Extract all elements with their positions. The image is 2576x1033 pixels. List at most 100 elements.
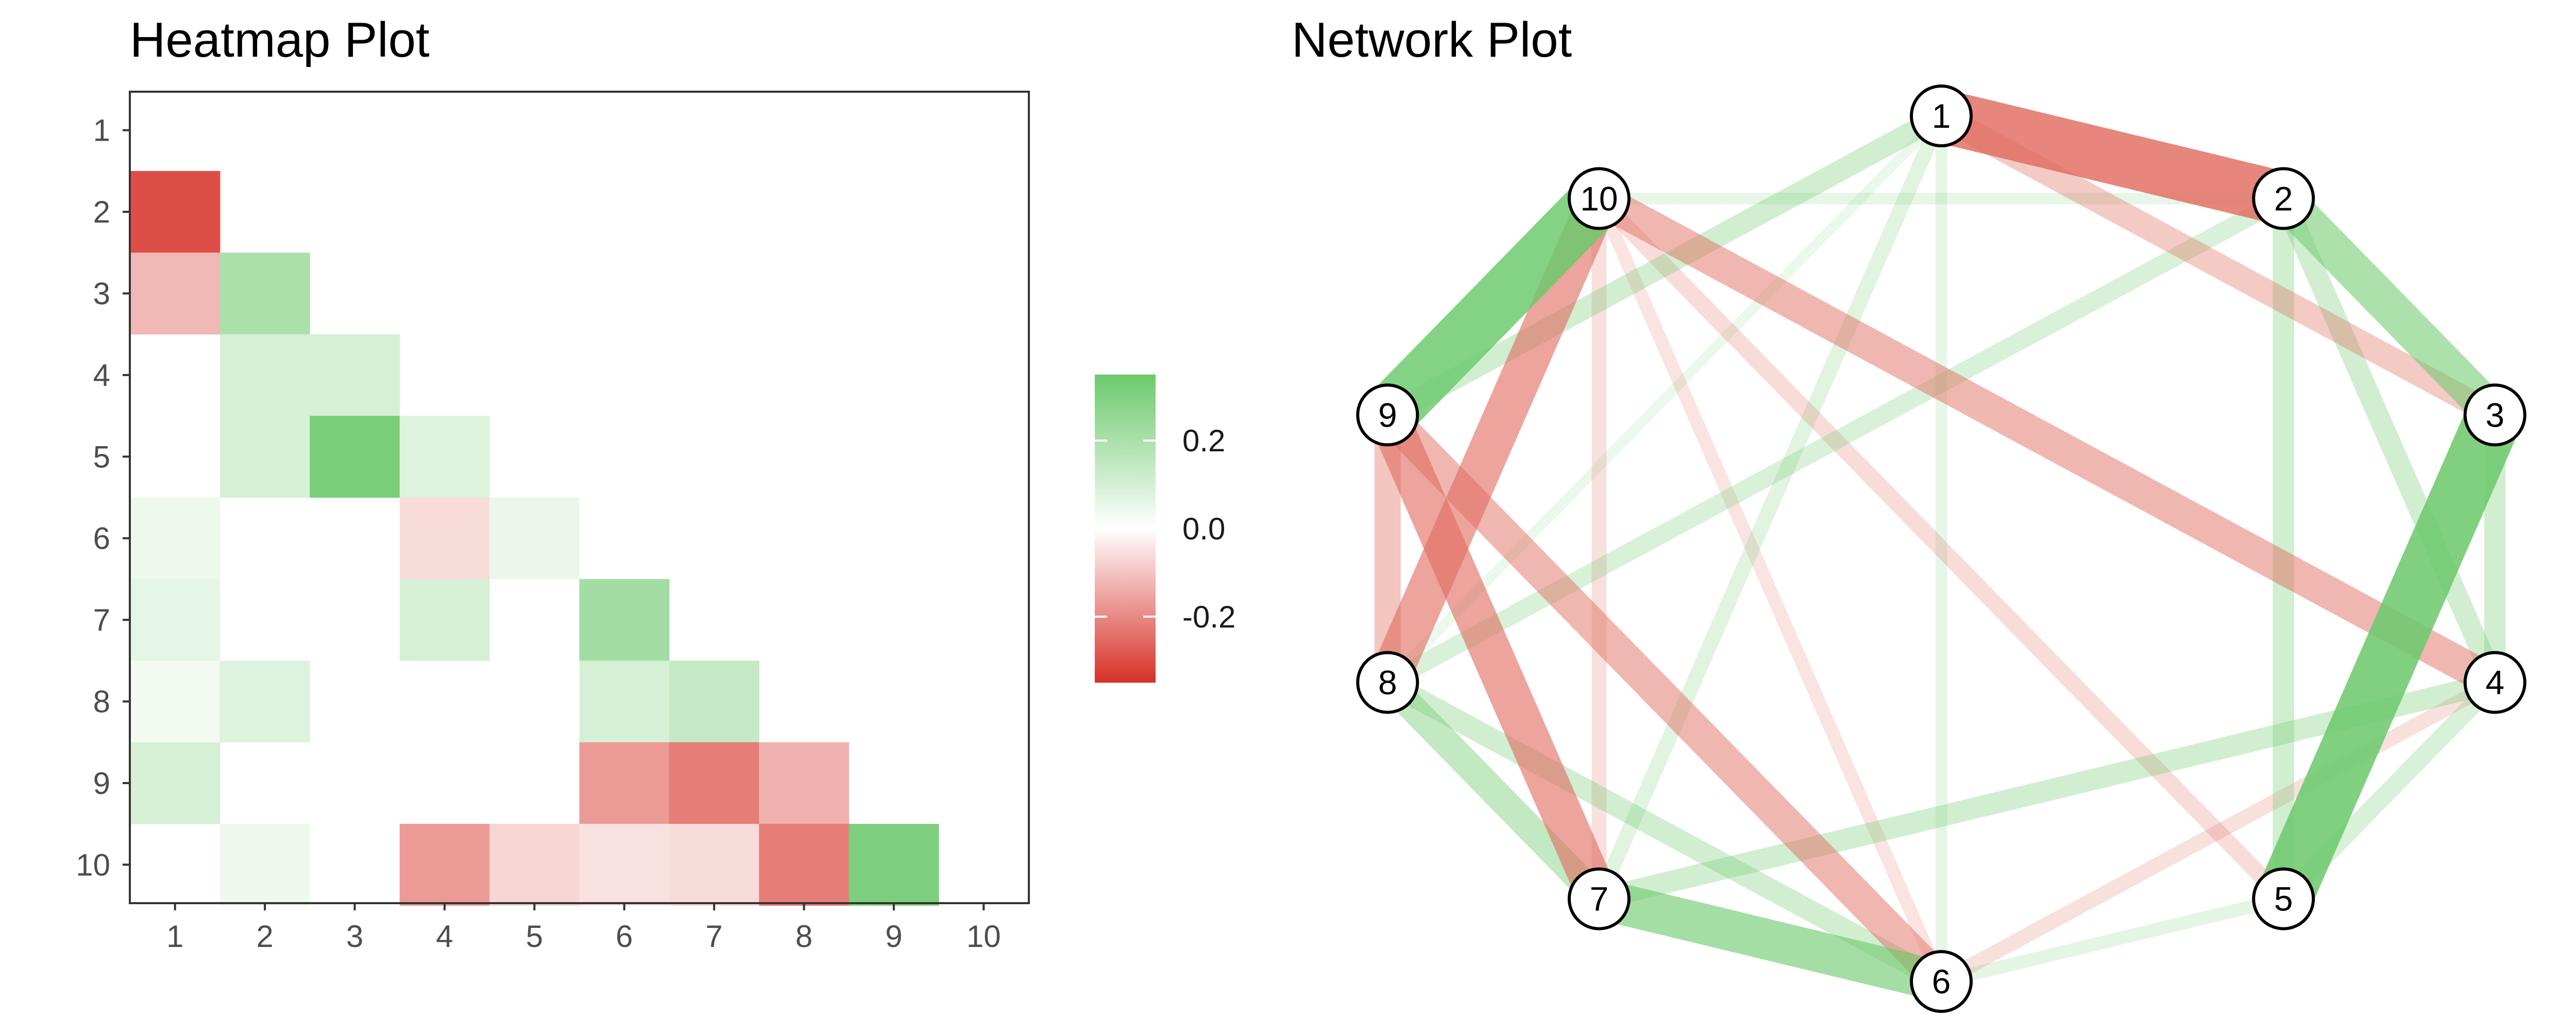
heatmap-cell (130, 497, 221, 580)
heatmap-cell (219, 416, 310, 498)
y-tick-label: 2 (93, 195, 110, 229)
y-tick-label: 7 (93, 603, 110, 637)
network-edge (1939, 892, 2285, 988)
network-edge (1593, 196, 1947, 985)
heatmap-cell (489, 497, 580, 580)
network-node-label: 5 (2274, 880, 2293, 918)
network-node (2252, 867, 2315, 930)
heatmap-cell (489, 824, 580, 906)
x-tick-label: 2 (256, 919, 273, 954)
network-node (1910, 84, 1973, 147)
legend-tick-label: -0.2 (1182, 600, 1235, 634)
heatmap-cell (579, 742, 670, 824)
network-edge (1594, 879, 1946, 1002)
heatmap-y-axis: 1 2 3 4 5 6 7 8 9 10 (76, 113, 130, 882)
heatmap-cell (399, 579, 490, 661)
network-edge (2274, 194, 2505, 687)
network-node (1910, 950, 1973, 1013)
heatmap-cells (130, 171, 939, 906)
heatmap-cell (579, 824, 670, 906)
y-tick-label: 5 (93, 439, 110, 474)
network-node (1356, 651, 1419, 714)
heatmap-cell (310, 334, 400, 416)
x-tick-label: 1 (166, 919, 183, 954)
network-edge (1383, 190, 2288, 691)
network-title: Network Plot (1292, 12, 1572, 67)
heatmap-panel: Heatmap Plot 1 2 3 4 5 6 7 8 9 10 1 2 3 4 5 6 7 8 9 10 (76, 12, 1030, 954)
network-node (2463, 651, 2527, 714)
heatmap-cell (669, 742, 759, 824)
network-node-label: 2 (2274, 179, 2293, 217)
heatmap-title: Heatmap Plot (130, 12, 430, 67)
network-edge (1592, 113, 1948, 902)
x-tick-label: 6 (616, 919, 633, 954)
x-tick-label: 8 (795, 919, 812, 954)
x-tick-label: 3 (346, 919, 363, 954)
legend-ticks: 0.2 0.0 -0.2 (1095, 424, 1235, 634)
network-node-label: 3 (2485, 396, 2504, 434)
network-edge (2270, 185, 2509, 428)
network-node-label: 10 (1580, 179, 1618, 217)
network-node (1567, 867, 1631, 930)
heatmap-legend: 0.2 0.0 -0.2 (1095, 375, 1235, 683)
heatmap-cell (669, 661, 759, 743)
x-tick-label: 9 (885, 919, 902, 954)
heatmap-cell (219, 334, 310, 416)
heatmap-cell (579, 661, 670, 743)
network-nodes: 1 2 3 4 5 6 7 8 9 10 (1356, 84, 2527, 1013)
y-tick-label: 9 (93, 766, 110, 801)
x-tick-label: 4 (436, 919, 453, 954)
heatmap-cell (219, 661, 310, 743)
heatmap-cell (759, 742, 850, 824)
y-tick-label: 4 (93, 358, 110, 393)
network-node (1356, 383, 1419, 447)
heatmap-x-axis: 1 2 3 4 5 6 7 8 9 10 (166, 903, 1001, 954)
heatmap-cell (219, 252, 310, 335)
legend-tick-label: 0.2 (1182, 424, 1225, 458)
network-edge (1369, 190, 1618, 691)
y-tick-label: 10 (76, 848, 110, 882)
x-tick-label: 7 (705, 919, 722, 954)
heatmap-cell (130, 579, 221, 661)
legend-tick-label: 0.0 (1182, 512, 1225, 546)
network-node-label: 4 (2485, 664, 2504, 702)
network-panel: Network Plot 1 2 3 4 5 6 7 8 9 10 (1292, 12, 2527, 1013)
network-edge (1591, 184, 2503, 697)
heatmap-cell (130, 252, 221, 335)
network-edge (1367, 179, 1619, 434)
y-tick-label: 6 (93, 521, 110, 556)
heatmap-cell (849, 824, 939, 906)
heatmap-cell (130, 742, 221, 824)
network-edge (1938, 675, 2499, 988)
network-edge (1935, 90, 2290, 225)
y-tick-label: 3 (93, 277, 110, 311)
heatmap-cell (310, 416, 400, 498)
network-node (1567, 167, 1631, 230)
heatmap-cell (399, 824, 490, 906)
network-node-label: 1 (1932, 97, 1951, 135)
x-tick-label: 10 (967, 919, 1001, 954)
network-node (2463, 383, 2527, 447)
x-tick-label: 5 (526, 919, 543, 954)
heatmap-cell (130, 171, 221, 253)
heatmap-cell (219, 824, 310, 906)
network-edge (1369, 407, 1618, 907)
network-node-label: 8 (1378, 664, 1397, 702)
heatmap-cell (399, 416, 490, 498)
network-edge (1382, 673, 1946, 991)
network-edges (1367, 90, 2521, 1002)
heatmap-cell (579, 579, 670, 661)
network-node-label: 9 (1378, 396, 1397, 434)
heatmap-cell (669, 824, 759, 906)
y-tick-label: 8 (93, 685, 110, 719)
heatmap-panel-border (129, 91, 1030, 904)
network-edge (2257, 403, 2521, 910)
network-node-label: 6 (1932, 962, 1951, 1001)
network-edge (1593, 193, 2290, 905)
network-node-label: 7 (1589, 880, 1608, 918)
network-edge (1382, 106, 1946, 425)
heatmap-cell (399, 497, 490, 580)
heatmap-cell (130, 661, 221, 743)
